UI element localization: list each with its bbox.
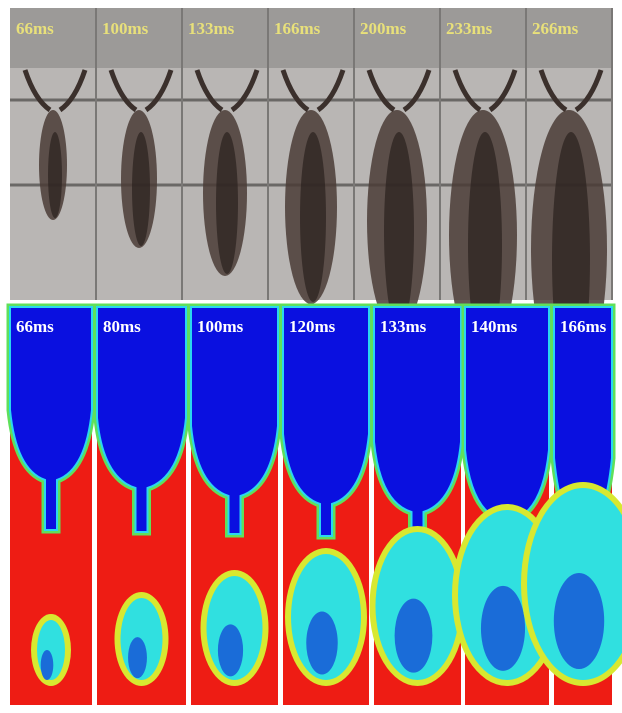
time-label: 133ms	[188, 19, 235, 38]
sim-plume-core	[128, 637, 147, 678]
plume-core	[384, 132, 414, 330]
time-label: 100ms	[197, 317, 244, 336]
time-label: 80ms	[103, 317, 141, 336]
sim-plume-core	[306, 612, 338, 675]
plume-core	[300, 132, 326, 302]
sim-plume-core	[481, 586, 525, 671]
sim-plume-core	[41, 650, 54, 680]
figure: 66ms 100ms 133ms 166ms 200ms 233ms 266ms 66ms 8…	[0, 0, 622, 713]
time-label: 120ms	[289, 317, 336, 336]
time-label: 66ms	[16, 317, 54, 336]
simulation-row: 66ms 80ms 100ms 120ms 133ms 140ms 166ms	[10, 307, 622, 705]
time-label: 66ms	[16, 19, 54, 38]
time-label: 166ms	[274, 19, 321, 38]
time-label: 266ms	[532, 19, 579, 38]
time-label: 140ms	[471, 317, 518, 336]
time-label: 133ms	[380, 317, 427, 336]
time-label: 100ms	[102, 19, 149, 38]
time-label: 200ms	[360, 19, 407, 38]
time-label: 166ms	[560, 317, 607, 336]
sim-plume-core	[218, 624, 243, 676]
plume-core	[132, 132, 150, 246]
sim-plume-core	[395, 599, 433, 673]
time-label: 233ms	[446, 19, 493, 38]
plume-core	[216, 132, 238, 274]
photo-top-band	[10, 8, 612, 68]
sim-plume-core	[554, 573, 604, 669]
plume-core	[48, 132, 62, 218]
